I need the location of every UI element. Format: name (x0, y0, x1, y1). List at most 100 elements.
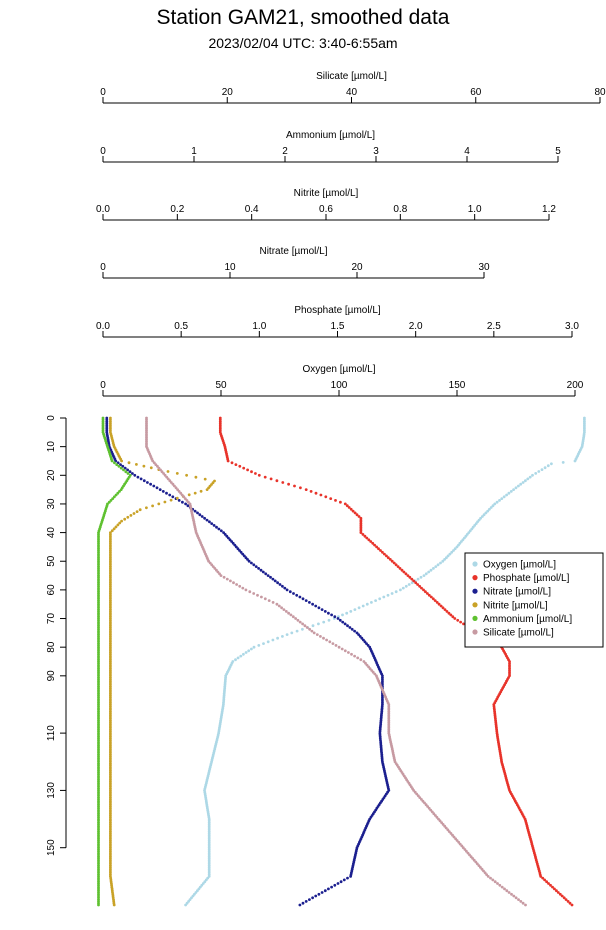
legend-box (464, 552, 604, 648)
data-point (347, 506, 351, 509)
data-point (271, 601, 275, 604)
data-point (551, 885, 554, 889)
data-point (264, 572, 268, 576)
data-point (493, 880, 497, 884)
data-point (534, 472, 538, 475)
data-point (168, 493, 172, 497)
legend-label: Nitrate [µmol/L] (483, 587, 551, 598)
data-point (281, 584, 284, 588)
axis-tick-label: 0 (100, 87, 106, 98)
data-point (308, 898, 311, 901)
axis-tick-label: 20 (222, 87, 234, 98)
data-point (412, 579, 416, 583)
data-point (512, 894, 516, 898)
data-point (338, 618, 342, 622)
axis-tick-label: 0.2 (170, 204, 184, 215)
legend-item-silicate: Silicate [µmol/L] (472, 628, 554, 639)
data-point (549, 883, 552, 887)
axis-tick-label: 0 (100, 146, 106, 157)
data-point (437, 602, 441, 606)
data-point (517, 898, 520, 901)
data-point (138, 508, 142, 512)
data-point (242, 652, 245, 656)
data-point (257, 644, 261, 647)
data-point (184, 502, 188, 506)
data-point (166, 470, 170, 473)
data-point (121, 464, 125, 468)
data-point (431, 597, 435, 601)
data-point (452, 835, 456, 839)
data-point (347, 651, 350, 654)
data-point (447, 830, 451, 833)
data-point (296, 618, 300, 622)
data-point (512, 488, 515, 491)
data-point (365, 642, 368, 645)
data-point (112, 527, 116, 531)
data-point (305, 626, 309, 629)
data-point (163, 473, 167, 477)
data-point (322, 620, 326, 624)
data-point (271, 638, 275, 642)
chart-title: Station GAM21, smoothed data (156, 6, 450, 29)
data-point (493, 502, 497, 506)
data-point (287, 611, 290, 615)
data-point (135, 510, 139, 513)
data-point (163, 500, 167, 504)
data-point (346, 876, 349, 880)
data-point (263, 597, 267, 601)
data-point (236, 656, 240, 660)
data-point (349, 875, 352, 878)
data-point (446, 554, 450, 558)
data-point (160, 470, 164, 474)
legend-item-ammonium: Ammonium [µmol/L] (472, 614, 572, 625)
data-point (350, 627, 354, 631)
data-point (203, 516, 207, 520)
axis-silicate: Silicate [µmol/L] 0 20 40 60 80 (100, 71, 606, 104)
data-point (350, 652, 353, 656)
axis-tick-label: 1.0 (252, 321, 266, 332)
data-point (475, 862, 479, 866)
data-point (187, 493, 191, 497)
data-point (126, 468, 129, 472)
data-point (449, 613, 453, 617)
data-point (267, 599, 271, 602)
data-point (543, 466, 547, 470)
data-point (427, 593, 431, 597)
data-point (327, 618, 331, 622)
axis-tick-label: 1 (191, 146, 197, 157)
data-point (495, 500, 499, 504)
data-point (507, 891, 511, 894)
data-point (304, 488, 308, 491)
data-point (443, 608, 447, 611)
data-point (311, 602, 314, 606)
data-point (290, 631, 294, 635)
data-point (488, 507, 491, 511)
data-point (566, 900, 570, 903)
data-point (298, 903, 302, 907)
data-point (242, 554, 246, 558)
data-point (177, 490, 181, 493)
data-point (320, 608, 324, 611)
data-point (246, 468, 250, 472)
data-point (215, 525, 218, 529)
data-point (422, 574, 426, 577)
data-point (225, 577, 229, 581)
data-point (301, 622, 304, 626)
data-point (570, 903, 574, 907)
data-point (373, 672, 377, 676)
axis-tick-label: 0.4 (245, 204, 259, 215)
data-point (232, 581, 235, 585)
axis-tick-label: 150 (449, 380, 466, 391)
data-point (363, 640, 367, 644)
legend-label: Phosphate [µmol/L] (483, 573, 570, 584)
data-point (367, 538, 371, 542)
data-point (155, 486, 159, 490)
data-point (482, 513, 486, 517)
data-point (439, 561, 442, 565)
data-point (323, 610, 327, 613)
data-point (396, 565, 400, 568)
series-nitrate (105, 416, 391, 907)
data-point (343, 502, 347, 506)
data-point (261, 570, 265, 574)
data-point (353, 654, 356, 658)
